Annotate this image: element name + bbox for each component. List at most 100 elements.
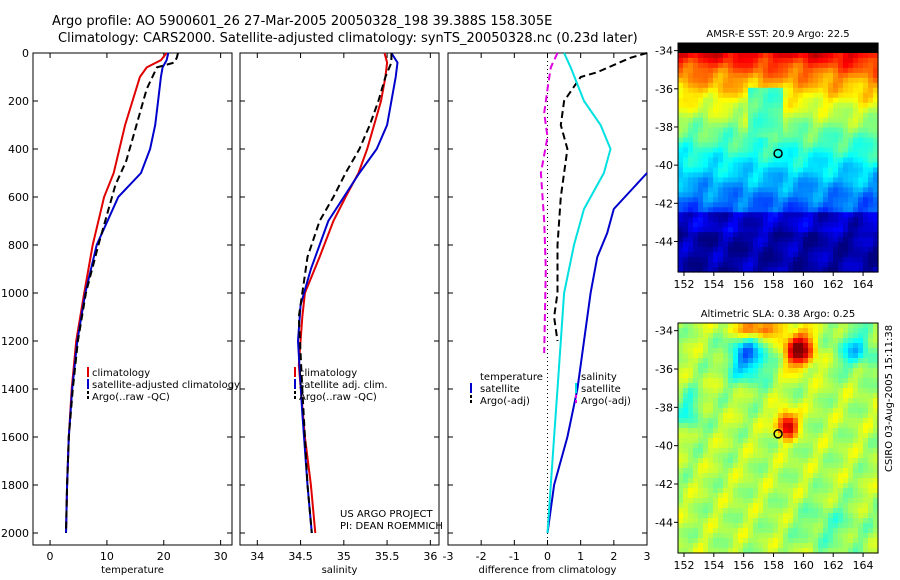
map-cell — [868, 167, 874, 174]
map-cell — [848, 137, 854, 144]
map-cell — [763, 413, 769, 419]
map-cell — [693, 132, 699, 139]
map-cell — [678, 418, 684, 424]
map-cell — [683, 147, 689, 154]
map-cell — [713, 513, 719, 519]
map-cell — [838, 77, 844, 84]
map-cell — [838, 348, 844, 354]
map-cell — [788, 528, 794, 534]
map-cell — [738, 473, 744, 479]
map-cell — [863, 368, 869, 374]
map-cell — [763, 478, 769, 484]
map-cell — [748, 202, 754, 208]
map-cell — [728, 157, 734, 164]
map-cell — [713, 363, 719, 369]
map-cell — [833, 518, 839, 524]
map-cell — [753, 232, 759, 238]
map-cell — [833, 373, 839, 379]
map-cell — [793, 478, 799, 484]
map-cell — [763, 403, 769, 409]
map-cell — [728, 398, 734, 404]
map-cell — [798, 242, 804, 248]
map-cell — [813, 333, 819, 339]
map-cell — [833, 443, 839, 449]
map-cell — [833, 192, 839, 198]
map-cell — [833, 378, 839, 384]
map-cell — [723, 518, 729, 524]
map-cell — [798, 167, 804, 174]
map-cell — [688, 242, 694, 248]
map-cell — [743, 152, 749, 159]
map-cell — [808, 237, 814, 243]
map-cell — [678, 368, 684, 374]
map-cell — [863, 102, 869, 109]
map-cell — [808, 433, 814, 439]
map-cell — [693, 197, 699, 203]
map-cell — [708, 252, 714, 258]
map-cell — [848, 242, 854, 248]
map-cell — [743, 348, 749, 354]
map-cell — [788, 468, 794, 474]
map-cell — [683, 77, 689, 84]
map-cell — [838, 232, 844, 238]
map-cell — [718, 543, 724, 549]
map-cell — [783, 403, 789, 409]
map-cell — [758, 257, 764, 263]
map-cell — [743, 488, 749, 494]
map-cell — [868, 82, 874, 89]
map-cell — [848, 443, 854, 449]
map-cell — [698, 67, 704, 74]
map-cell — [813, 102, 819, 109]
map-cell — [838, 473, 844, 479]
map-cell — [718, 162, 724, 169]
map-cell — [833, 142, 839, 149]
map-cell — [818, 538, 824, 544]
map-cell — [738, 262, 744, 268]
map-cell — [873, 348, 879, 354]
map-cell — [698, 483, 704, 489]
map-cell — [863, 508, 869, 514]
map-cell — [683, 82, 689, 89]
map-cell — [778, 142, 784, 149]
map-cell — [728, 323, 734, 329]
map-cell — [773, 478, 779, 484]
map-cell — [848, 52, 854, 59]
map-cell — [863, 62, 869, 69]
y-tick-label: 200 — [8, 95, 29, 108]
map-cell — [803, 418, 809, 424]
map-cell — [718, 538, 724, 544]
map-cell — [793, 518, 799, 524]
map-cell — [873, 378, 879, 384]
map-cell — [713, 232, 719, 238]
map-cell — [813, 237, 819, 243]
map-cell — [688, 343, 694, 349]
map-cell — [858, 162, 864, 169]
map-cell — [693, 423, 699, 429]
map-cell — [838, 398, 844, 404]
map-cell — [768, 192, 774, 198]
map-cell — [698, 543, 704, 549]
map-cell — [793, 262, 799, 268]
map-cell — [798, 137, 804, 144]
map-cell — [738, 77, 744, 84]
map-cell — [718, 448, 724, 454]
map-cell — [818, 393, 824, 399]
map-cell — [713, 117, 719, 124]
map-cell — [683, 202, 689, 208]
map-cell — [783, 473, 789, 479]
map-cell — [693, 378, 699, 384]
map-cell — [773, 353, 779, 359]
map-cell — [728, 102, 734, 109]
map-cell — [753, 483, 759, 489]
legend-label: salinity — [581, 372, 617, 383]
map-cell — [848, 157, 854, 164]
map-cell — [798, 493, 804, 499]
map-cell — [723, 77, 729, 84]
map-cell — [713, 152, 719, 159]
map-cell — [763, 127, 769, 134]
map-cell — [813, 162, 819, 169]
map-cell — [713, 368, 719, 374]
map-cell — [788, 478, 794, 484]
map-cell — [868, 62, 874, 69]
map-cell — [738, 518, 744, 524]
